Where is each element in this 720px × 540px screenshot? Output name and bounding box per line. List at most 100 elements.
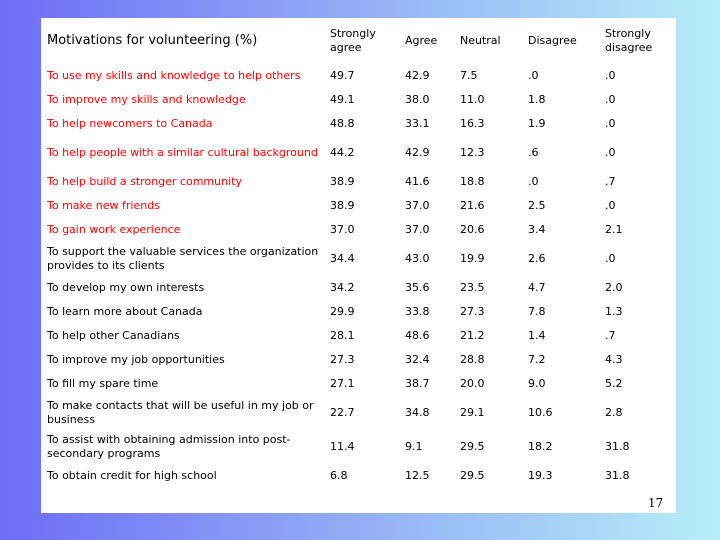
table-cell: .0 xyxy=(605,93,616,106)
table-cell: .0 xyxy=(605,199,616,212)
table-cell: 43.0 xyxy=(405,252,430,265)
table-cell: 33.1 xyxy=(405,117,430,130)
table-cell: 1.9 xyxy=(528,117,546,130)
row-label: To gain work experience xyxy=(47,223,181,236)
table-cell: 2.8 xyxy=(605,406,623,419)
table-row: To assist with obtaining admission into … xyxy=(41,430,676,464)
table-cell: 21.2 xyxy=(460,329,485,342)
table-cell: 5.2 xyxy=(605,377,623,390)
table-cell: 37.0 xyxy=(405,223,430,236)
table-cell: 38.0 xyxy=(405,93,430,106)
column-header-strongly-agree: Strongly agree xyxy=(330,27,376,54)
table-cell: 34.8 xyxy=(405,406,430,419)
motivations-table: Motivations for volunteering (%) Strongl… xyxy=(41,18,676,488)
table-cell: .0 xyxy=(528,175,539,188)
table-cell: 31.8 xyxy=(605,440,630,453)
table-cell: 31.8 xyxy=(605,469,630,482)
table-cell: 32.4 xyxy=(405,353,430,366)
table-cell: .7 xyxy=(605,175,616,188)
table-cell: 11.4 xyxy=(330,440,355,453)
row-label: To use my skills and knowledge to help o… xyxy=(47,69,301,82)
table-cell: 19.3 xyxy=(528,469,553,482)
table-row: To help build a stronger community 38.9 41… xyxy=(41,170,676,194)
table-row: To help other Canadians 28.1 48.6 21.2 1.4 .7 xyxy=(41,324,676,348)
table-cell: 1.3 xyxy=(605,305,623,318)
table-cell: 11.0 xyxy=(460,93,485,106)
table-row: To help people with a similar cultural b… xyxy=(41,136,676,170)
table-cell: 2.6 xyxy=(528,252,546,265)
table-cell: 10.6 xyxy=(528,406,553,419)
row-label: To help newcomers to Canada xyxy=(47,117,213,130)
table-cell: 28.8 xyxy=(460,353,485,366)
table-row: To fill my spare time 27.1 38.7 20.0 9.0 5.2 xyxy=(41,372,676,396)
table-cell: 23.5 xyxy=(460,281,485,294)
row-label: To fill my spare time xyxy=(47,377,159,390)
table-row: To learn more about Canada 29.9 33.8 27.3 7.… xyxy=(41,300,676,324)
table-cell: 29.9 xyxy=(330,305,355,318)
column-header-motivation: Motivations for volunteering (%) xyxy=(47,33,258,48)
table-cell: 34.4 xyxy=(330,252,355,265)
table-cell: .0 xyxy=(605,252,616,265)
table-cell: 1.8 xyxy=(528,93,546,106)
column-header-agree: Agree xyxy=(405,34,438,47)
row-label: To develop my own interests xyxy=(47,281,205,294)
column-header-disagree: Disagree xyxy=(528,34,577,47)
table-cell: .0 xyxy=(605,69,616,82)
row-label: To help build a stronger community xyxy=(47,175,242,188)
table-row: To make new friends 38.9 37.0 21.6 2.5 .0 xyxy=(41,194,676,218)
motivations-table-container: Motivations for volunteering (%) Strongl… xyxy=(41,18,676,513)
table-row: To develop my own interests 34.2 35.6 23.5 4… xyxy=(41,276,676,300)
table-cell: 7.8 xyxy=(528,305,546,318)
row-label: To make contacts that will be useful in … xyxy=(47,399,314,426)
table-cell: .0 xyxy=(528,69,539,82)
table-row: To improve my skills and knowledge 49.1 38… xyxy=(41,88,676,112)
table-cell: .0 xyxy=(605,117,616,130)
table-cell: 9.0 xyxy=(528,377,546,390)
table-cell: 12.5 xyxy=(405,469,430,482)
row-label: To help people with a similar cultural b… xyxy=(47,146,318,159)
table-row: To make contacts that will be useful in … xyxy=(41,396,676,430)
row-label: To obtain credit for high school xyxy=(47,469,217,482)
table-cell: 29.5 xyxy=(460,440,485,453)
table-cell: .0 xyxy=(605,146,616,159)
table-cell: 20.0 xyxy=(460,377,485,390)
table-cell: 37.0 xyxy=(405,199,430,212)
table-cell: 49.1 xyxy=(330,93,355,106)
table-row: To gain work experience 37.0 37.0 20.6 3.4 2.… xyxy=(41,218,676,242)
table-cell: 29.1 xyxy=(460,406,485,419)
page-number: 17 xyxy=(648,496,664,510)
table-row: To improve my job opportunities 27.3 32.4 2… xyxy=(41,348,676,372)
table-cell: 18.8 xyxy=(460,175,485,188)
table-cell: 38.9 xyxy=(330,199,355,212)
table-cell: 3.4 xyxy=(528,223,546,236)
table-row: To use my skills and knowledge to help o… xyxy=(41,64,676,88)
table-cell: 4.7 xyxy=(528,281,546,294)
table-cell: 28.1 xyxy=(330,329,355,342)
column-header-neutral: Neutral xyxy=(460,34,501,47)
table-cell: 27.3 xyxy=(460,305,485,318)
table-cell: 29.5 xyxy=(460,469,485,482)
table-cell: 9.1 xyxy=(405,440,423,453)
table-cell: .6 xyxy=(528,146,539,159)
table-cell: 16.3 xyxy=(460,117,485,130)
table-cell: 49.7 xyxy=(330,69,355,82)
table-cell: .7 xyxy=(605,329,616,342)
table-cell: 34.2 xyxy=(330,281,355,294)
table-cell: 33.8 xyxy=(405,305,430,318)
table-cell: 21.6 xyxy=(460,199,485,212)
table-cell: 19.9 xyxy=(460,252,485,265)
table-body: To use my skills and knowledge to help o… xyxy=(41,64,676,488)
table-row: To help newcomers to Canada 48.8 33.1 16.3 1… xyxy=(41,112,676,136)
row-label: To help other Canadians xyxy=(47,329,180,342)
table-cell: 38.7 xyxy=(405,377,430,390)
table-cell: 4.3 xyxy=(605,353,623,366)
table-header-row: Motivations for volunteering (%) Strongl… xyxy=(41,18,676,64)
table-cell: 20.6 xyxy=(460,223,485,236)
table-cell: 35.6 xyxy=(405,281,430,294)
table-cell: 2.0 xyxy=(605,281,623,294)
table-cell: 41.6 xyxy=(405,175,430,188)
table-cell: 1.4 xyxy=(528,329,546,342)
table-cell: 48.8 xyxy=(330,117,355,130)
table-cell: 37.0 xyxy=(330,223,355,236)
table-cell: 18.2 xyxy=(528,440,553,453)
